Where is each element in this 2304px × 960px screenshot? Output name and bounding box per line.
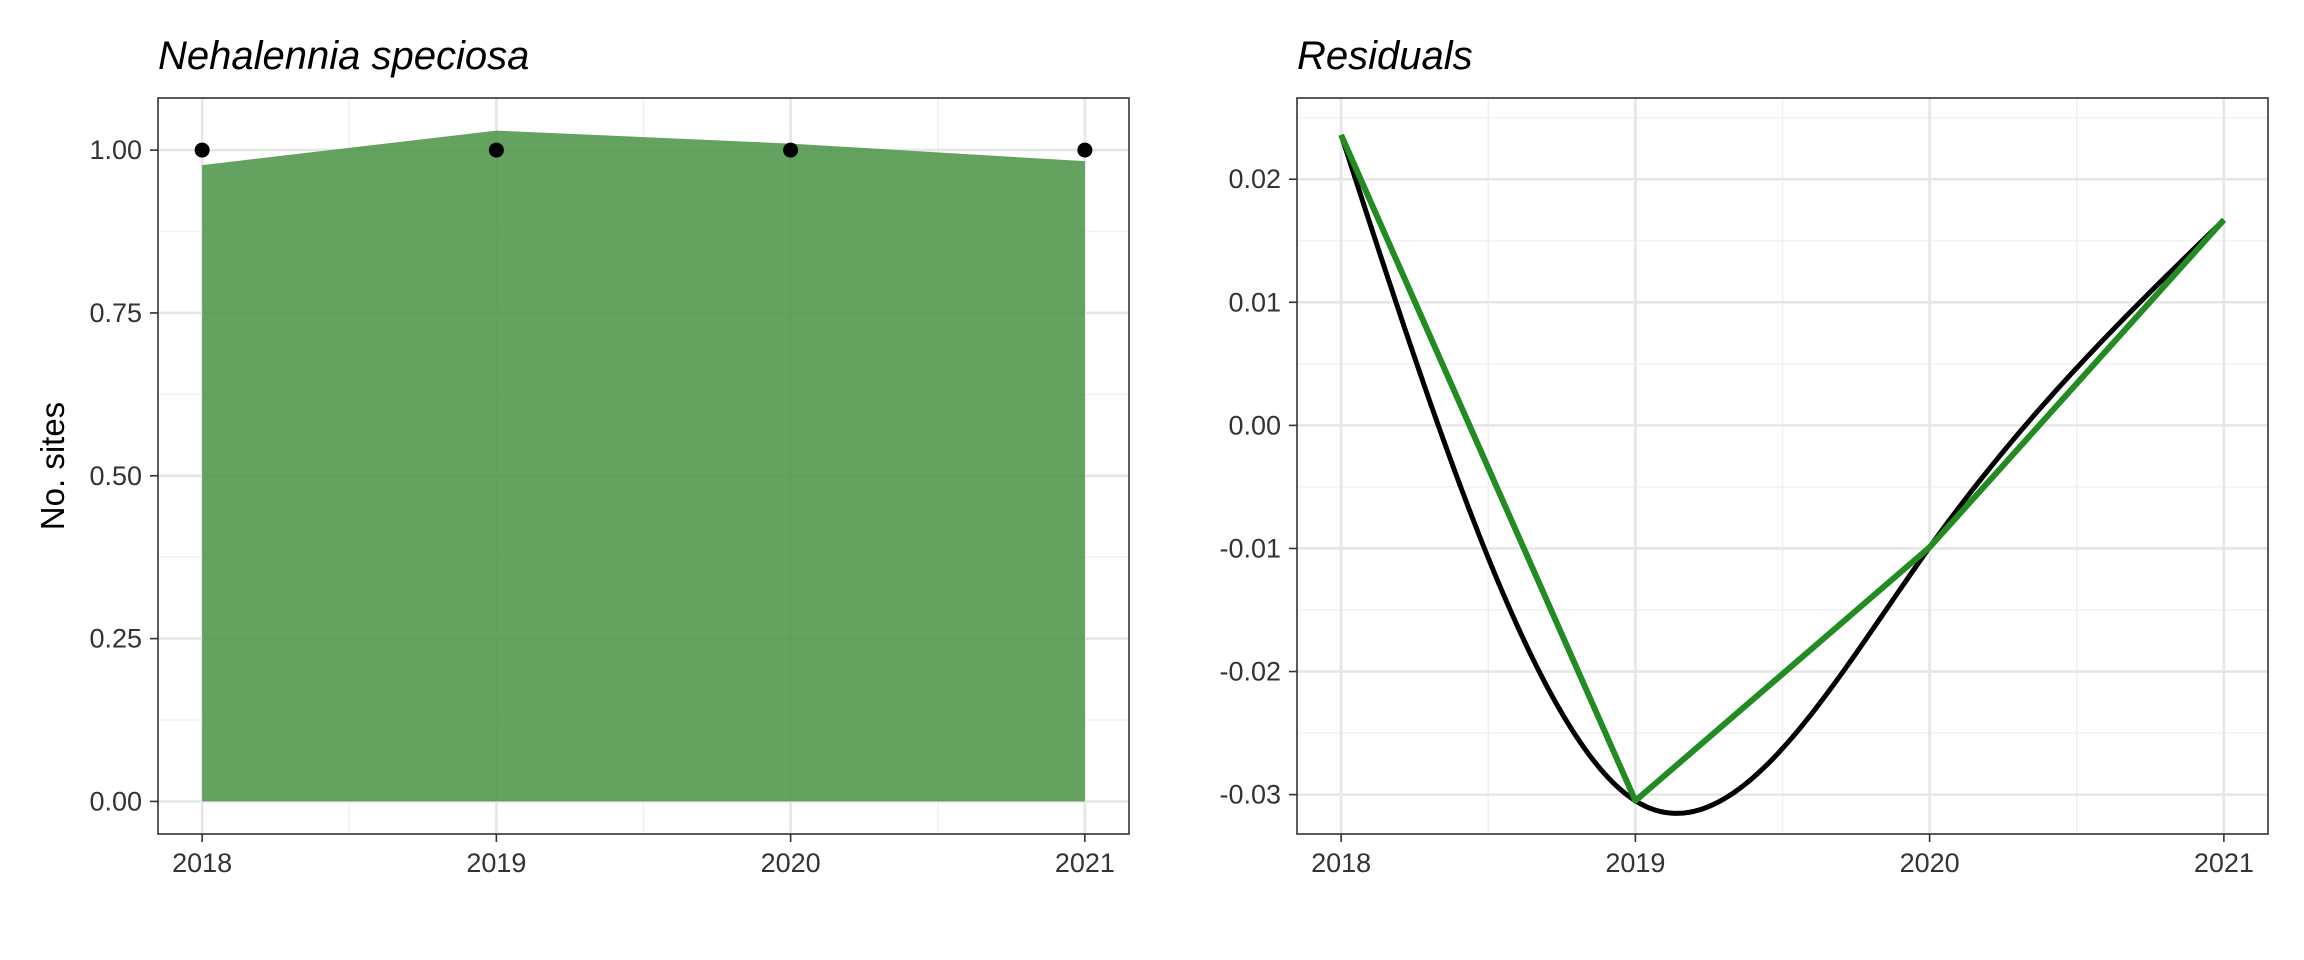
right-linear-line bbox=[1338, 133, 2227, 804]
left-y-tick-label: 0.00 bbox=[89, 786, 142, 816]
right-smooth-line bbox=[1338, 134, 2226, 816]
left-y-tick-label: 0.75 bbox=[89, 298, 142, 328]
left-x-tick-label: 2018 bbox=[172, 848, 232, 878]
left-axes: 2018 2019 2020 2021 0.00 0.25 0.50 0.75 1.00 bbox=[89, 135, 1114, 878]
right-x-tick-label: 2019 bbox=[1605, 848, 1665, 878]
right-panel-title: Residuals bbox=[1297, 34, 1473, 78]
right-y-tick-label: -0.03 bbox=[1219, 780, 1281, 810]
right-panel-border bbox=[1296, 97, 2269, 835]
left-x-tick-label: 2019 bbox=[466, 848, 526, 878]
right-grid bbox=[1297, 98, 2268, 834]
right-x-tick-label: 2021 bbox=[2194, 848, 2254, 878]
left-panel-border bbox=[157, 97, 1130, 835]
right-y-tick-label: -0.02 bbox=[1219, 657, 1281, 687]
left-data-point bbox=[194, 142, 210, 158]
right-y-tick-label: 0.02 bbox=[1228, 164, 1281, 194]
left-area-fill bbox=[202, 130, 1085, 802]
right-panel: 2018 2019 2020 2021 -0.03 -0.02 -0.01 0.00 0.01 0… bbox=[1219, 34, 2269, 878]
left-y-axis-title: No. sites bbox=[34, 402, 71, 530]
right-y-tick-label: -0.01 bbox=[1219, 533, 1281, 563]
left-y-tick-label: 0.50 bbox=[89, 461, 142, 491]
left-data-point bbox=[783, 142, 799, 158]
right-x-tick-label: 2018 bbox=[1311, 848, 1371, 878]
left-x-tick-label: 2020 bbox=[761, 848, 821, 878]
right-marks bbox=[1338, 133, 2227, 816]
left-x-tick-label: 2021 bbox=[1055, 848, 1115, 878]
left-panel-title: Nehalennia speciosa bbox=[158, 34, 529, 78]
left-panel: 2018 2019 2020 2021 0.00 0.25 0.50 0.75 1.00 Neh… bbox=[34, 34, 1130, 878]
right-y-tick-label: 0.01 bbox=[1228, 287, 1281, 317]
left-data-point bbox=[1077, 142, 1093, 158]
left-y-tick-label: 1.00 bbox=[89, 135, 142, 165]
right-axes: 2018 2019 2020 2021 -0.03 -0.02 -0.01 0.00 0.01 0… bbox=[1219, 164, 2253, 878]
left-y-tick-label: 0.25 bbox=[89, 624, 142, 654]
right-y-tick-label: 0.00 bbox=[1228, 410, 1281, 440]
left-marks bbox=[194, 130, 1093, 802]
right-x-tick-label: 2020 bbox=[1900, 848, 1960, 878]
left-data-point bbox=[488, 142, 504, 158]
